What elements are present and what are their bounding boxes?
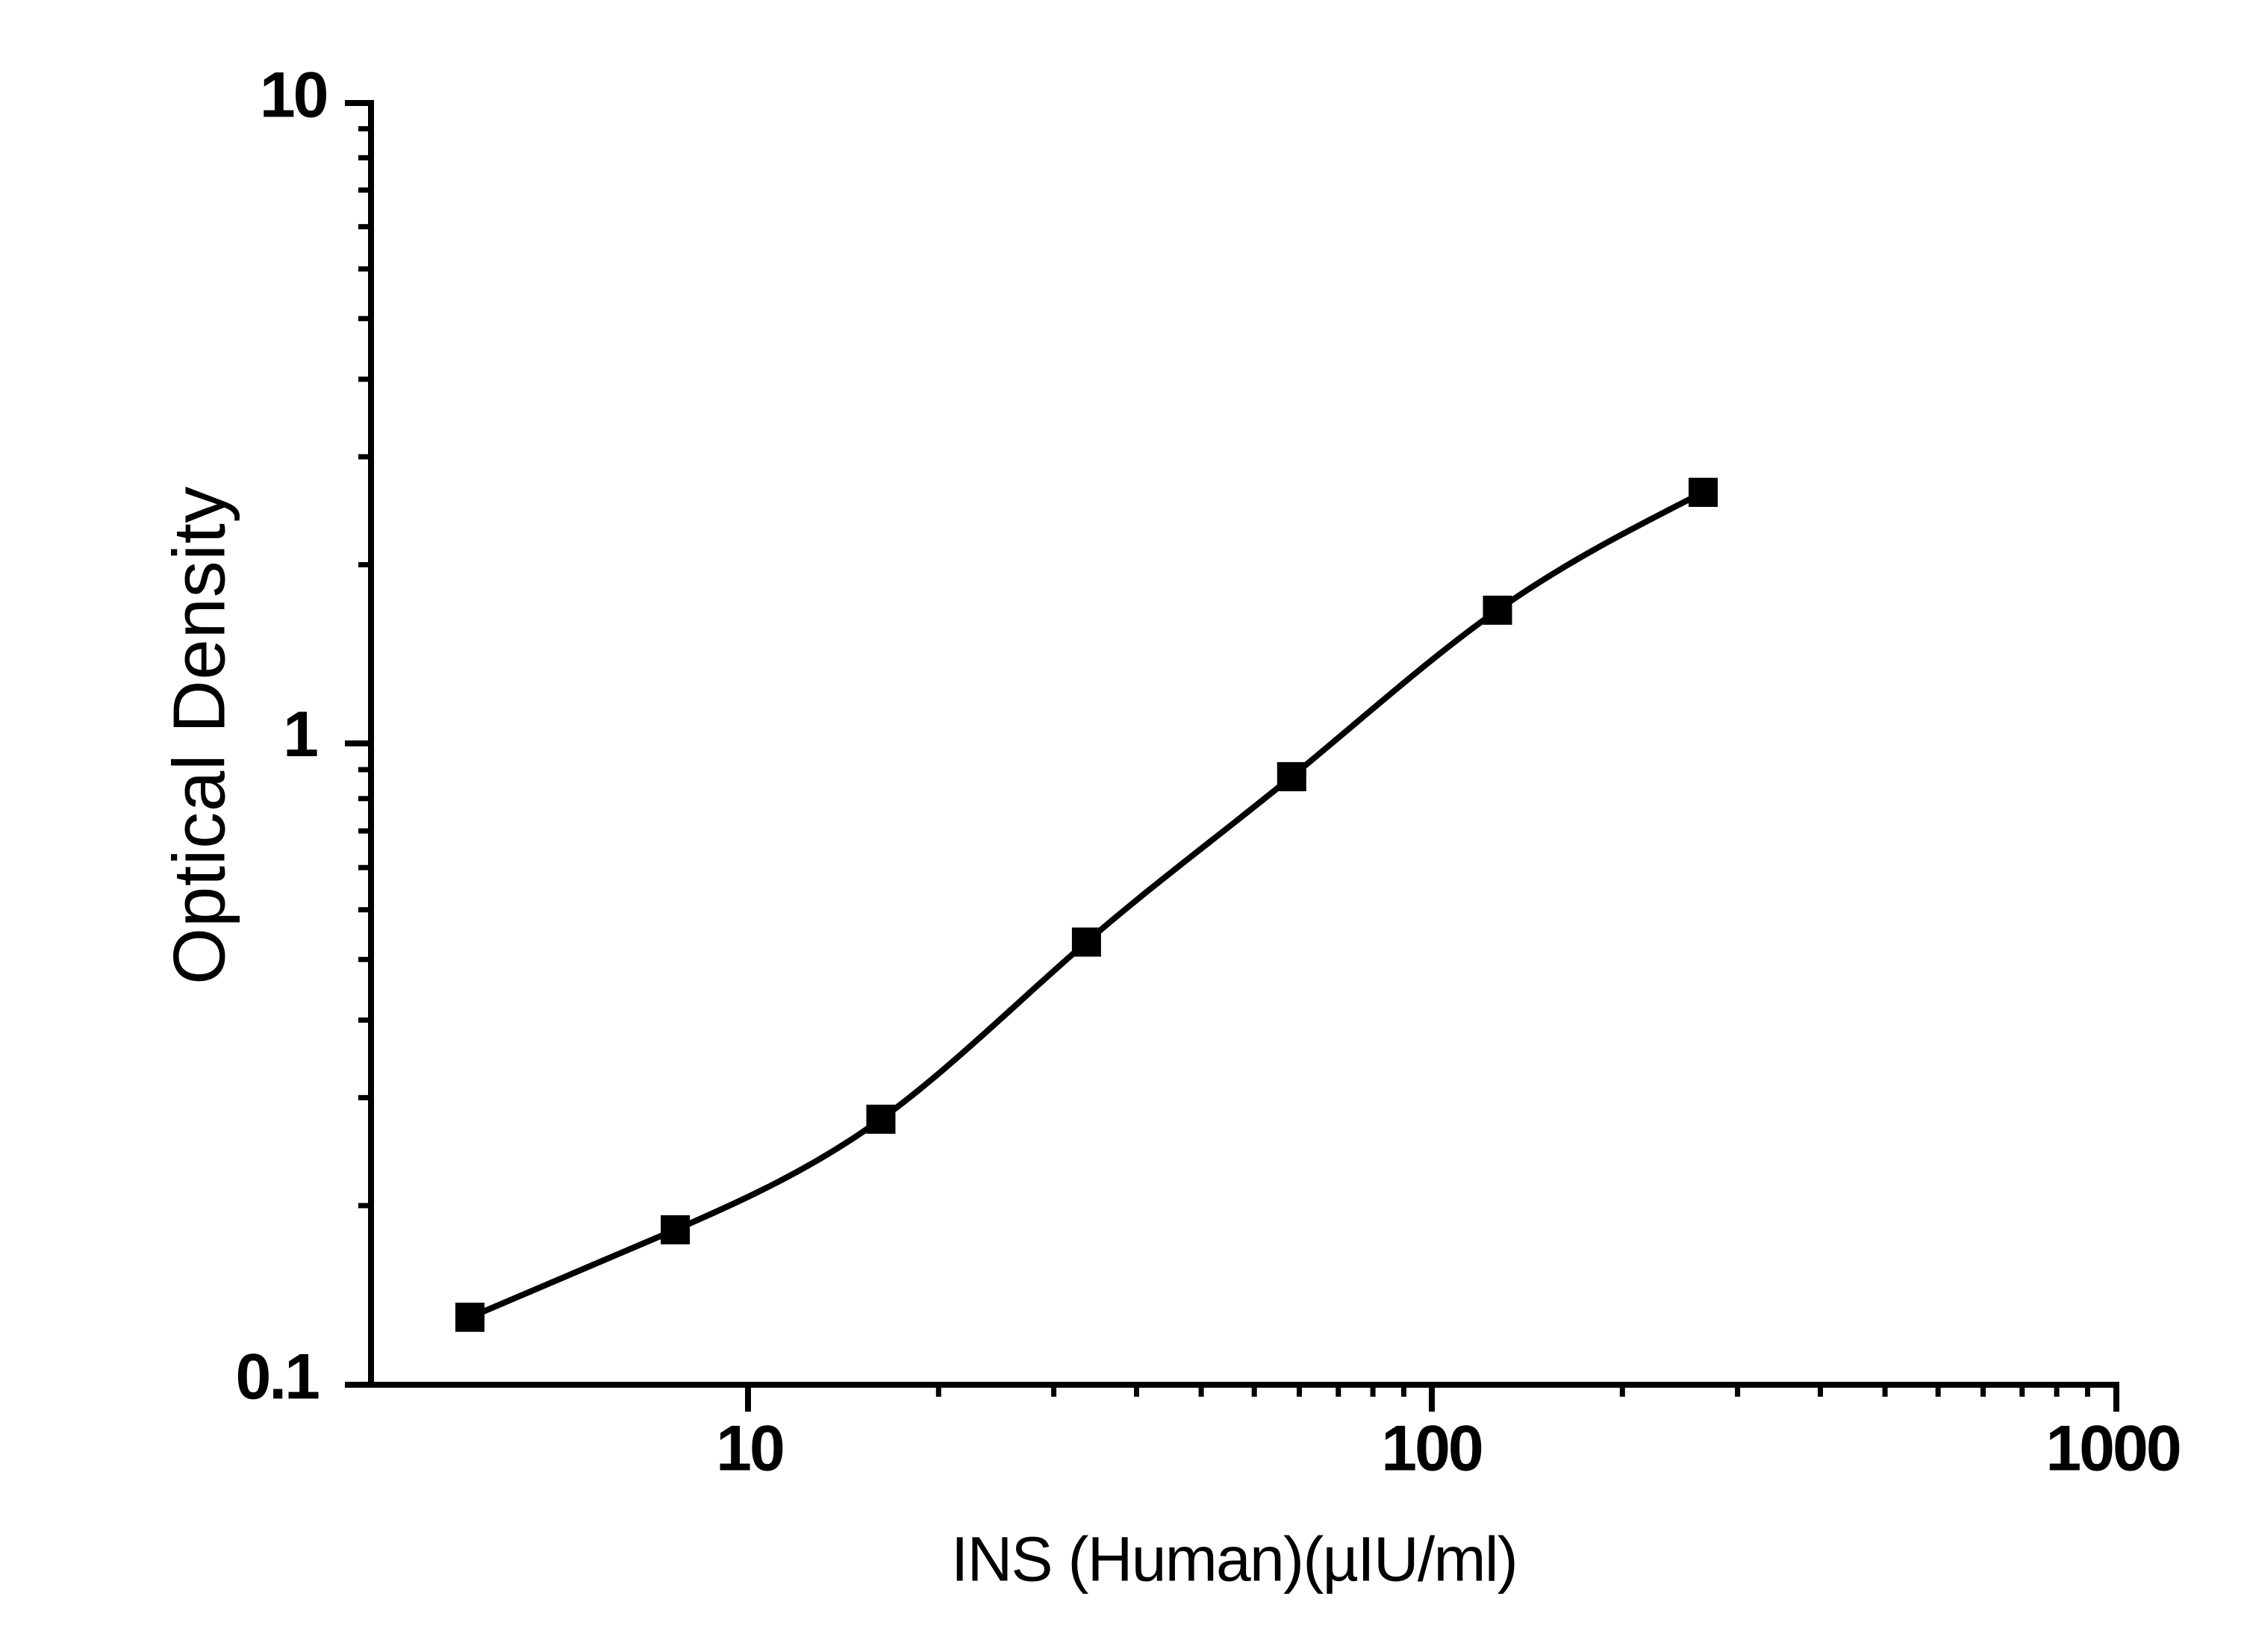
svg-text:Optical Density: Optical Density — [158, 486, 240, 985]
svg-text:10: 10 — [260, 60, 327, 131]
svg-text:INS (Human)(µIU/ml): INS (Human)(µIU/ml) — [951, 1524, 1517, 1595]
svg-text:0.1: 0.1 — [235, 1341, 319, 1413]
svg-text:100: 100 — [1381, 1412, 1482, 1484]
svg-text:10: 10 — [716, 1412, 783, 1484]
svg-text:1000: 1000 — [2045, 1412, 2179, 1484]
svg-text:1: 1 — [283, 699, 317, 770]
